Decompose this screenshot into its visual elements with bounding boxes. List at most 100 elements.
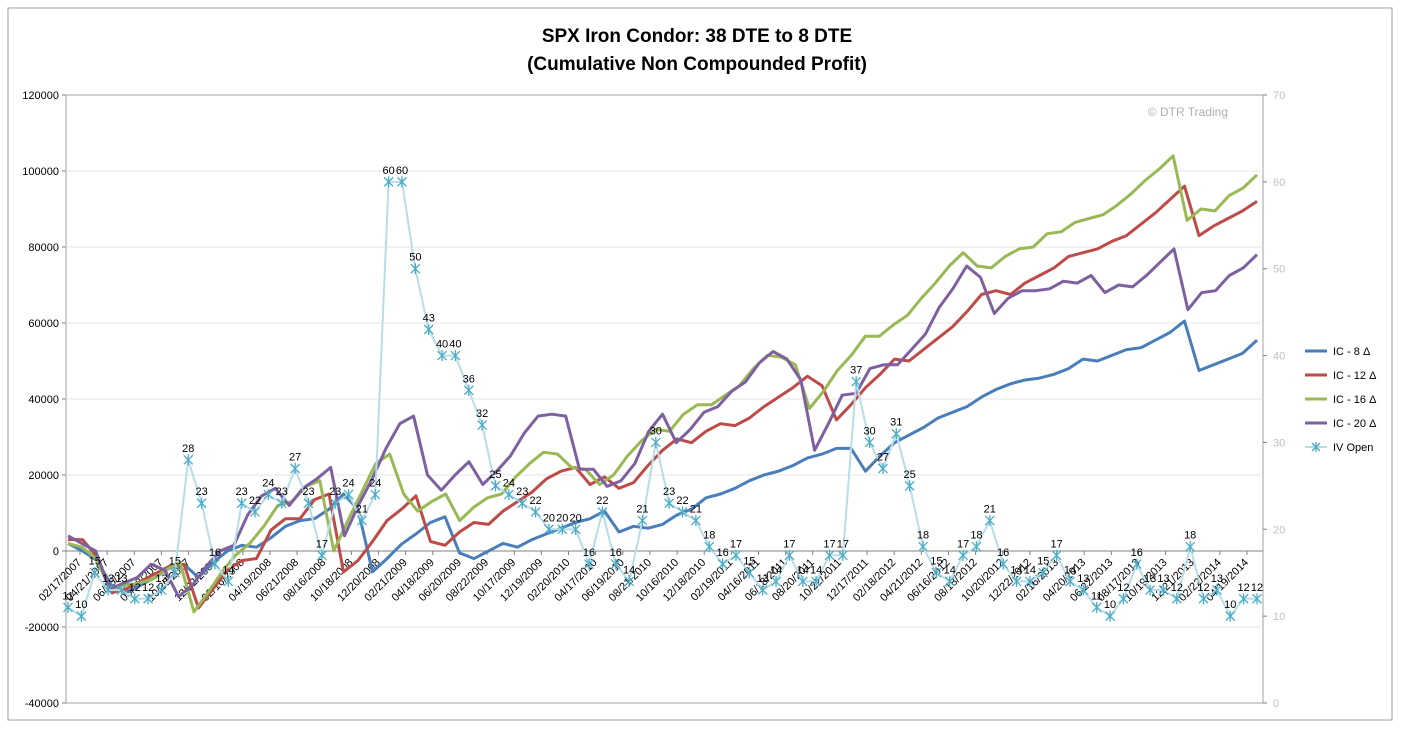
iv-data-label: 40: [436, 339, 448, 351]
legend-label-ic8: IC - 8 Δ: [1333, 346, 1371, 358]
iv-marker: [223, 575, 234, 587]
iv-marker: [276, 497, 287, 509]
iv-data-label: 60: [396, 165, 408, 177]
chart-title-line2: (Cumulative Non Compounded Profit): [527, 54, 867, 75]
iv-marker: [437, 350, 448, 362]
left-axis-tick-label: 60000: [28, 318, 59, 330]
iv-data-label: 24: [262, 478, 274, 490]
iv-marker: [143, 593, 154, 605]
iv-marker: [250, 506, 260, 518]
iv-data-label: 13: [1157, 573, 1169, 585]
iv-data-label: 23: [329, 486, 341, 498]
iv-marker: [1158, 584, 1169, 596]
iv-data-label: 30: [863, 425, 875, 437]
iv-marker: [1211, 584, 1222, 596]
legend: IC - 8 Δ IC - 12 Δ IC - 16 Δ IC - 20 Δ IV Op…: [1305, 346, 1377, 454]
iv-data-label: 11: [1091, 590, 1102, 602]
iv-data-label: 13: [757, 573, 769, 585]
iv-marker: [1198, 593, 1209, 605]
iv-marker: [904, 480, 915, 492]
iv-marker: [236, 497, 247, 509]
iv-marker: [477, 419, 488, 431]
iv-data-label: 22: [676, 495, 688, 507]
iv-data-label: 22: [249, 495, 261, 507]
iv-data-label: 17: [783, 538, 795, 550]
iv-marker: [343, 489, 354, 501]
left-axis-tick-label: 100000: [22, 166, 59, 178]
iv-data-label: 22: [529, 495, 541, 507]
iv-data-label: 43: [423, 313, 435, 325]
iv-marker: [356, 515, 367, 527]
iv-data-label: 23: [276, 486, 288, 498]
iv-marker: [1171, 593, 1182, 605]
iv-marker: [944, 575, 955, 587]
right-axis-tick-label: 50: [1273, 264, 1285, 276]
iv-data-label: 17: [823, 538, 835, 550]
iv-marker: [89, 567, 100, 579]
iv-data-label: 14: [1024, 564, 1036, 576]
iv-data-label: 27: [877, 451, 889, 463]
iv-marker: [103, 584, 114, 596]
iv-marker: [1011, 575, 1022, 587]
chart-border: [7, 7, 1393, 721]
iv-data-label: 14: [623, 564, 635, 576]
iv-marker: [169, 567, 180, 579]
iv-data-label: 60: [383, 165, 395, 177]
iv-marker: [463, 384, 474, 396]
left-axis-tick-label: -20000: [25, 622, 59, 634]
iv-marker: [677, 506, 688, 518]
iv-data-label: 13: [1077, 573, 1089, 585]
left-axis-tick-label: -40000: [25, 698, 59, 710]
iv-marker: [811, 575, 822, 587]
legend-label-ic16: IC - 16 Δ: [1333, 394, 1377, 406]
legend-label-ic12: IC - 12 Δ: [1333, 370, 1377, 382]
iv-data-label: 16: [610, 547, 622, 559]
iv-marker: [918, 541, 928, 553]
iv-marker: [1252, 593, 1262, 605]
iv-marker: [1145, 584, 1156, 596]
iv-marker: [637, 515, 648, 527]
iv-data-label: 31: [890, 417, 902, 429]
legend-label-ic20: IC - 20 Δ: [1333, 418, 1377, 430]
iv-data-label: 50: [409, 252, 421, 264]
iv-marker: [864, 436, 875, 448]
iv-marker: [76, 610, 87, 622]
iv-marker: [1105, 610, 1116, 622]
iv-marker: [931, 567, 942, 579]
iv-marker: [584, 558, 594, 570]
iv-data-label: 23: [195, 486, 207, 498]
iv-data-label: 16: [997, 547, 1009, 559]
iv-data-label: 36: [463, 373, 475, 385]
iv-marker: [837, 549, 848, 561]
iv-marker: [851, 376, 862, 388]
iv-marker: [797, 575, 808, 587]
iv-data-label: 20: [543, 512, 555, 524]
right-axis-tick-label: 30: [1273, 437, 1285, 449]
iv-data-label: 12: [1117, 582, 1129, 594]
iv-data-label: 21: [984, 504, 996, 516]
iv-data-label: 18: [917, 530, 929, 542]
iv-marker: [557, 523, 568, 535]
legend-label-iv: IV Open: [1333, 442, 1373, 454]
iv-data-label: 12: [1251, 582, 1263, 594]
iv-data-label: 21: [690, 504, 702, 516]
iv-marker: [877, 462, 888, 474]
iv-data-label: 18: [703, 530, 715, 542]
iv-marker: [1091, 601, 1102, 613]
iv-data-label: 30: [650, 425, 662, 437]
iv-marker: [891, 428, 902, 440]
iv-data-label: 14: [1064, 564, 1076, 576]
iv-data-label: 14: [770, 564, 782, 576]
iv-data-label: 25: [489, 469, 501, 481]
iv-marker: [196, 497, 207, 509]
watermark: © DTR Trading: [1148, 105, 1228, 119]
iv-data-label: 16: [209, 547, 221, 559]
iv-marker: [383, 176, 394, 188]
iv-data-label: 13: [1211, 573, 1223, 585]
iv-marker: [597, 506, 608, 518]
iv-data-label: 14: [797, 564, 809, 576]
iv-marker: [971, 541, 982, 553]
iv-data-label: 12: [1197, 582, 1209, 594]
iv-data-label: 23: [236, 486, 248, 498]
